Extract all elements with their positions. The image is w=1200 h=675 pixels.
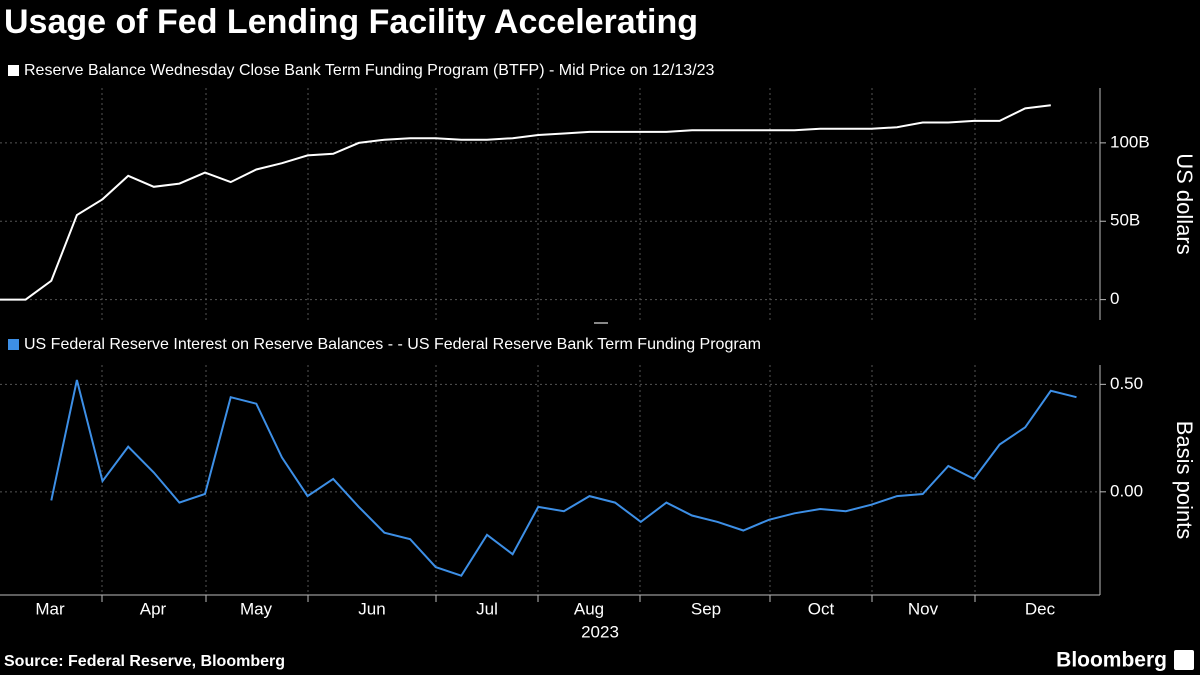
y-axis-label: US dollars	[1172, 153, 1197, 254]
chart-title: Usage of Fed Lending Facility Accelerati…	[4, 3, 698, 41]
logo-icon	[1174, 650, 1194, 670]
y-tick-label: 50B	[1110, 211, 1140, 230]
x-tick-label: Dec	[1025, 599, 1056, 618]
logo: Bloomberg	[1056, 649, 1167, 672]
y-tick-label: 0	[1110, 289, 1119, 308]
x-tick-label: Oct	[808, 599, 835, 618]
x-tick-label: Nov	[908, 599, 939, 618]
panel-divider	[594, 322, 608, 324]
data-line	[50, 379, 1077, 577]
data-line	[0, 104, 1051, 301]
legend-swatch	[8, 339, 19, 350]
x-tick-label: Apr	[140, 599, 167, 618]
legend-label: US Federal Reserve Interest on Reserve B…	[24, 336, 761, 353]
y-tick-label: 100B	[1110, 132, 1150, 151]
x-tick-label: May	[240, 599, 273, 618]
x-axis-label: 2023	[581, 622, 619, 641]
x-tick-label: Mar	[35, 599, 65, 618]
source: Source: Federal Reserve, Bloomberg	[4, 653, 285, 670]
x-tick-label: Sep	[691, 599, 721, 618]
y-tick-label: 0.50	[1110, 374, 1143, 393]
legend-label: Reserve Balance Wednesday Close Bank Ter…	[24, 62, 714, 79]
x-tick-label: Jul	[476, 599, 498, 618]
x-tick-label: Aug	[574, 599, 604, 618]
y-axis-label: Basis points	[1172, 421, 1197, 540]
x-tick-label: Jun	[358, 599, 385, 618]
y-tick-label: 0.00	[1110, 481, 1143, 500]
legend-swatch	[8, 65, 19, 76]
